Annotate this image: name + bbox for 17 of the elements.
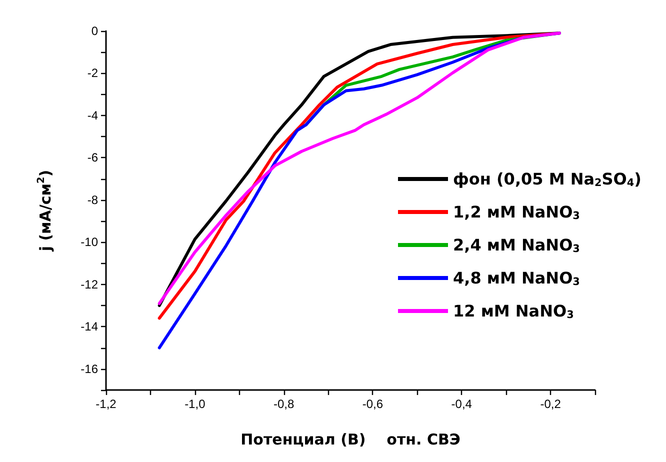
x-tick-label: -0,8: [273, 397, 294, 411]
y-tick-label: -12: [80, 277, 98, 292]
y-tick-label: -16: [80, 362, 98, 376]
y-axis-title: j (мА/см2): [36, 170, 54, 252]
x-tick-label: -0,2: [540, 397, 562, 411]
x-tick-label: -1,2: [96, 397, 117, 411]
y-tick-label: -4: [87, 108, 98, 122]
y-tick-label: -2: [87, 66, 98, 80]
y-tick-label: -10: [80, 235, 98, 250]
y-tick-label: -6: [87, 150, 98, 165]
x-tick-label: -0,6: [362, 397, 384, 411]
y-tick-label: 0: [91, 24, 98, 38]
y-tick-label: -14: [80, 320, 98, 334]
x-tick-label: -0,4: [451, 397, 472, 411]
x-axis-title: Потенциал (В) отн. СВЭ: [240, 430, 460, 448]
x-tick-label: -1,0: [184, 397, 206, 411]
y-tick-label: -8: [87, 192, 98, 207]
